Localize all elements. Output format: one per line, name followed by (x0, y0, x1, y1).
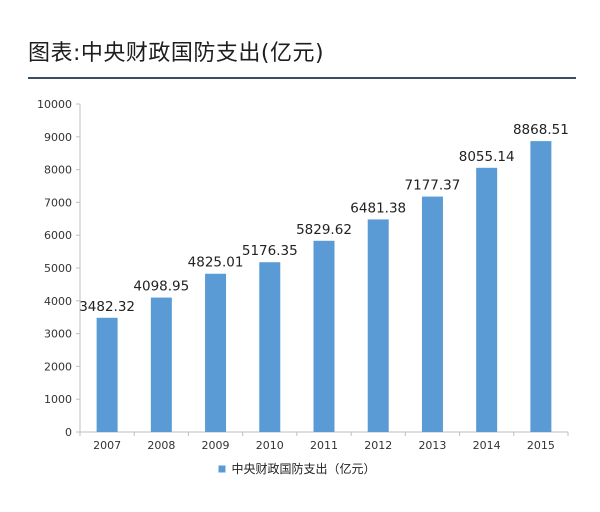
bar (150, 297, 172, 432)
x-tick-label: 2012 (364, 439, 392, 452)
y-tick-label: 8000 (44, 164, 72, 177)
bar (96, 317, 118, 432)
x-tick-label: 2013 (418, 439, 446, 452)
x-tick-label: 2008 (147, 439, 175, 452)
x-tick-label: 2011 (310, 439, 338, 452)
bar (205, 273, 227, 432)
x-tick-label: 2014 (473, 439, 501, 452)
x-tick-label: 2007 (93, 439, 121, 452)
data-label: 4098.95 (133, 279, 189, 295)
y-tick-label: 5000 (44, 262, 72, 275)
data-label: 5176.35 (242, 243, 298, 259)
chart-title: 图表:中央财政国防支出(亿元) (28, 41, 325, 66)
legend-swatch (218, 465, 226, 473)
data-label: 7177.37 (405, 178, 461, 194)
data-label: 5829.62 (296, 222, 352, 238)
data-label: 8868.51 (513, 122, 569, 138)
bar (476, 167, 498, 432)
bar (421, 196, 443, 432)
data-label: 6481.38 (350, 200, 406, 216)
chart-bars (96, 141, 552, 433)
chart-legend: 中央财政国防支出（亿元） (218, 461, 376, 476)
data-label: 8055.14 (459, 149, 515, 165)
y-tick-label: 10000 (37, 98, 72, 111)
y-tick-label: 9000 (44, 131, 72, 144)
bar (313, 240, 335, 432)
x-tick-label: 2015 (527, 439, 555, 452)
bar (259, 262, 281, 432)
y-tick-label: 4000 (44, 295, 72, 308)
bar (530, 141, 552, 433)
y-tick-label: 2000 (44, 360, 72, 373)
y-tick-label: 7000 (44, 196, 72, 209)
y-tick-label: 0 (65, 426, 72, 439)
x-tick-label: 2009 (202, 439, 230, 452)
y-tick-label: 6000 (44, 229, 72, 242)
y-tick-label: 3000 (44, 328, 72, 341)
y-tick-label: 1000 (44, 393, 72, 406)
data-label: 4825.01 (188, 255, 244, 271)
legend-label: 中央财政国防支出（亿元） (232, 461, 376, 476)
bar (367, 219, 389, 432)
title-divider (28, 77, 576, 79)
x-tick-label: 2010 (256, 439, 284, 452)
data-label: 3482.32 (79, 299, 135, 315)
